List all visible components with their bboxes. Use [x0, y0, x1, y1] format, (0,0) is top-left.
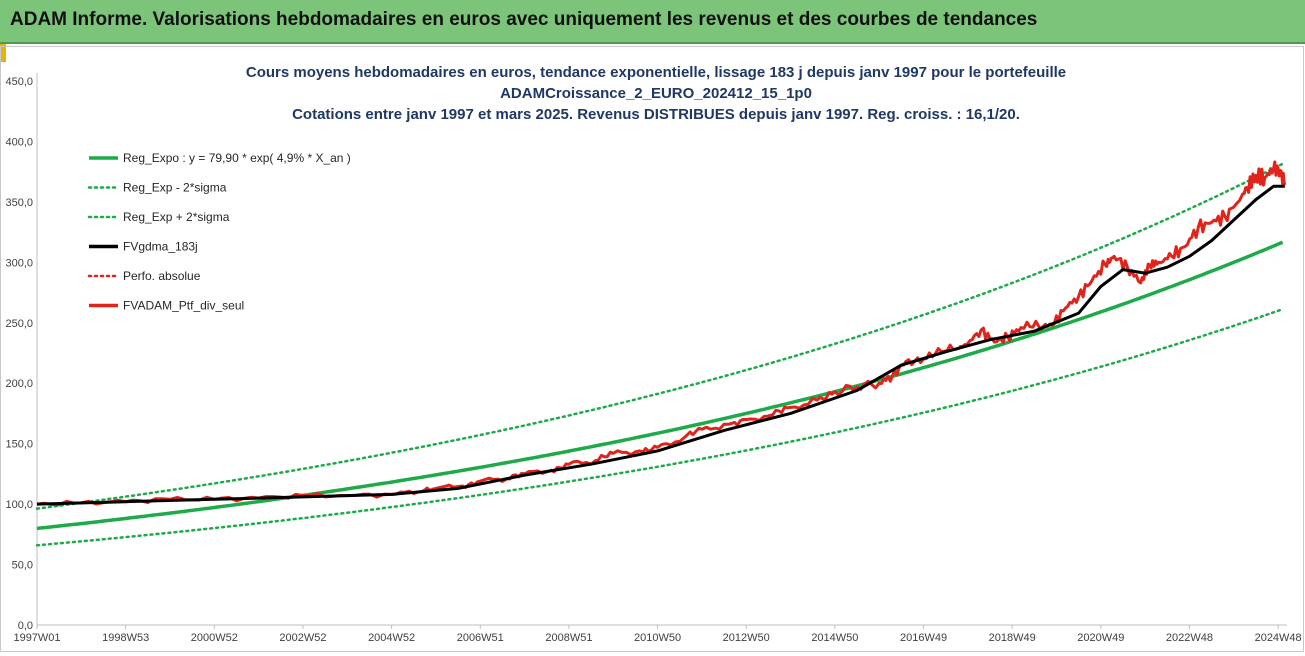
x-tick-label: 2024W48 — [1255, 632, 1302, 644]
series-fvgdma-183j — [36, 184, 1285, 506]
y-tick-label: 400,0 — [5, 136, 33, 148]
x-tick-label: 2006W51 — [457, 632, 504, 644]
chart-frame: Cours moyens hebdomadaires en euros, ten… — [0, 46, 1304, 652]
y-tick-label: 50,0 — [12, 560, 33, 572]
y-tick-label: 300,0 — [5, 257, 33, 269]
legend-fvadam-ptf-div-seul: FVADAM_Ptf_div_seul — [123, 299, 244, 313]
report-banner: ADAM Informe. Valorisations hebdomadaire… — [0, 0, 1305, 44]
y-tick-label: 150,0 — [5, 439, 33, 451]
x-tick-label: 2008W51 — [545, 632, 592, 644]
y-tick-label: 350,0 — [5, 197, 33, 209]
y-tick-label: 0,0 — [18, 620, 33, 632]
y-tick-label: 100,0 — [5, 499, 33, 511]
banner-accent — [0, 44, 6, 62]
x-tick-label: 2012W50 — [723, 632, 770, 644]
report-title: ADAM Informe. Valorisations hebdomadaire… — [10, 9, 1038, 30]
x-tick-label: 2016W49 — [900, 632, 947, 644]
y-tick-label: 450,0 — [5, 76, 33, 88]
chart-title-line-1: Cours moyens hebdomadaires en euros, ten… — [246, 64, 1066, 81]
legend-reg-minus-2sigma: Reg_Exp - 2*sigma — [123, 181, 227, 195]
x-tick-label: 2010W50 — [634, 632, 681, 644]
legend-reg-expo: Reg_Expo : y = 79,90 * exp( 4,9% * X_an … — [123, 151, 351, 165]
y-tick-label: 200,0 — [5, 378, 33, 390]
x-tick-label: 2018W49 — [989, 632, 1036, 644]
x-tick-label: 2014W50 — [811, 632, 858, 644]
y-tick-label: 250,0 — [5, 318, 33, 330]
x-tick-label: 2004W52 — [368, 632, 415, 644]
x-tick-label: 2022W48 — [1166, 632, 1213, 644]
series-reg-expo — [36, 240, 1284, 531]
line-chart: Cours moyens hebdomadaires en euros, ten… — [5, 64, 1302, 644]
x-tick-label: 1998W53 — [102, 632, 149, 644]
x-tick-label: 2002W52 — [279, 632, 326, 644]
legend-fvgdma-183j: FVgdma_183j — [123, 240, 198, 254]
legend-reg-plus-2sigma: Reg_Exp + 2*sigma — [123, 210, 230, 224]
series-reg-minus-2sigma — [35, 307, 1284, 547]
legend-perfo-absolue: Perfo. absolue — [123, 269, 201, 283]
series-reg-plus-2sigma — [35, 162, 1284, 510]
x-tick-label: 2020W49 — [1077, 632, 1124, 644]
chart-title-line-2: ADAMCroissance_2_EURO_202412_15_1p0 — [500, 85, 812, 102]
chart-title-line-3: Cotations entre janv 1997 et mars 2025. … — [292, 106, 1020, 123]
x-tick-label: 2000W52 — [191, 632, 238, 644]
x-tick-label: 1997W01 — [13, 632, 60, 644]
